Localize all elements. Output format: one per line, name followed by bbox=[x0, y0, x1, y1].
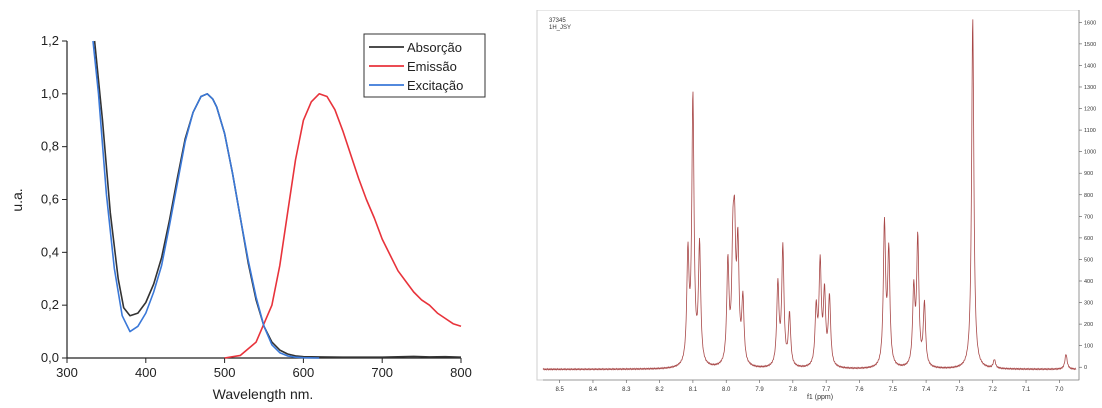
nmr-y-tick-label: 500 bbox=[1084, 257, 1093, 263]
nmr-x-tick-label: 7.0 bbox=[1055, 387, 1064, 393]
nmr-x-tick-label: 7.9 bbox=[755, 387, 764, 393]
nmr-y-tick-label: 0 bbox=[1084, 365, 1087, 371]
nmr-y-tick-label: 1000 bbox=[1084, 150, 1096, 156]
nmr-y-tick-label: 800 bbox=[1084, 193, 1093, 199]
nmr-x-tick-label: 7.4 bbox=[922, 387, 931, 393]
x-tick-label: 800 bbox=[450, 365, 472, 380]
y-tick-label: 0,6 bbox=[41, 192, 59, 207]
uv-vis-axes: 300 400 500 600 700 800 0,0 0,2 0,4 0,6 0,8 1,0 1,2 bbox=[41, 33, 472, 380]
x-tick-label: 400 bbox=[135, 365, 157, 380]
nmr-axes: 8.5 8.4 8.3 8.2 8.1 8.0 7.9 7.8 7.7 7.6 7.5 7.4 7.3 7… bbox=[543, 10, 1096, 393]
nmr-x-tick-label: 7.7 bbox=[822, 387, 831, 393]
nmr-y-tick-label: 100 bbox=[1084, 344, 1093, 350]
nmr-x-tick-label: 8.3 bbox=[622, 387, 631, 393]
nmr-y-tick-label: 900 bbox=[1084, 171, 1093, 177]
nmr-y-tick-label: 1100 bbox=[1084, 128, 1096, 134]
nmr-x-tick-label: 8.1 bbox=[689, 387, 698, 393]
nmr-title-line-2: 1H_JSY bbox=[549, 25, 571, 31]
y-tick-label: 0,0 bbox=[41, 350, 59, 365]
legend-label-3: Excitação bbox=[407, 78, 463, 93]
nmr-title-line-1: 37345 bbox=[549, 18, 566, 24]
y-axis-label: u.a. bbox=[9, 188, 25, 211]
nmr-y-tick-label: 700 bbox=[1084, 214, 1093, 220]
nmr-y-tick-label: 300 bbox=[1084, 301, 1093, 307]
y-tick-label: 1,0 bbox=[41, 86, 59, 101]
nmr-spectrum-line bbox=[542, 19, 1077, 371]
x-tick-label: 700 bbox=[371, 365, 393, 380]
legend-label-1: Absorção bbox=[407, 40, 462, 55]
nmr-x-axis-label: f1 (ppm) bbox=[807, 394, 833, 401]
nmr-spectrum-chart: 37345 1H_JSY 8.5 8.4 8.3 8.2 8.1 8.0 7.9 7.8 7.7… bbox=[536, 10, 1096, 401]
legend: Absorção Emissão Excitação bbox=[363, 33, 486, 98]
x-tick-label: 500 bbox=[214, 365, 236, 380]
y-tick-label: 1,2 bbox=[41, 33, 59, 48]
y-tick-label: 0,4 bbox=[41, 244, 59, 259]
nmr-x-tick-label: 7.1 bbox=[1022, 387, 1031, 393]
x-axis-label: Wavelength nm. bbox=[213, 386, 314, 402]
y-tick-label: 0,2 bbox=[41, 297, 59, 312]
nmr-y-tick-label: 600 bbox=[1084, 236, 1093, 242]
nmr-x-tick-label: 8.0 bbox=[722, 387, 731, 393]
x-tick-label: 600 bbox=[293, 365, 315, 380]
uv-vis-series bbox=[92, 40, 462, 359]
nmr-x-tick-label: 7.5 bbox=[889, 387, 898, 393]
nmr-x-tick-label: 7.6 bbox=[855, 387, 864, 393]
nmr-y-tick-label: 400 bbox=[1084, 279, 1093, 285]
nmr-x-tick-label: 7.8 bbox=[789, 387, 798, 393]
series-line-3 bbox=[92, 40, 320, 359]
nmr-x-tick-label: 8.5 bbox=[555, 387, 564, 393]
nmr-series bbox=[542, 19, 1077, 371]
nmr-x-tick-label: 7.3 bbox=[955, 387, 964, 393]
nmr-y-tick-label: 200 bbox=[1084, 322, 1093, 328]
legend-label-2: Emissão bbox=[407, 59, 457, 74]
nmr-y-tick-label: 1300 bbox=[1084, 85, 1096, 91]
nmr-x-tick-label: 8.2 bbox=[655, 387, 664, 393]
nmr-x-tick-label: 7.2 bbox=[989, 387, 998, 393]
nmr-y-tick-label: 1600 bbox=[1084, 20, 1096, 26]
nmr-y-tick-label: 1500 bbox=[1084, 42, 1096, 48]
nmr-y-tick-label: 1400 bbox=[1084, 63, 1096, 69]
nmr-plot-frame bbox=[536, 10, 1080, 381]
series-line-2 bbox=[224, 93, 462, 359]
nmr-y-tick-label: 1200 bbox=[1084, 107, 1096, 113]
x-tick-label: 300 bbox=[56, 365, 78, 380]
y-tick-label: 0,8 bbox=[41, 139, 59, 154]
uv-vis-chart: 300 400 500 600 700 8000,00,20,40,60,81,01,2 … bbox=[9, 33, 486, 402]
nmr-x-tick-label: 8.4 bbox=[589, 387, 598, 393]
